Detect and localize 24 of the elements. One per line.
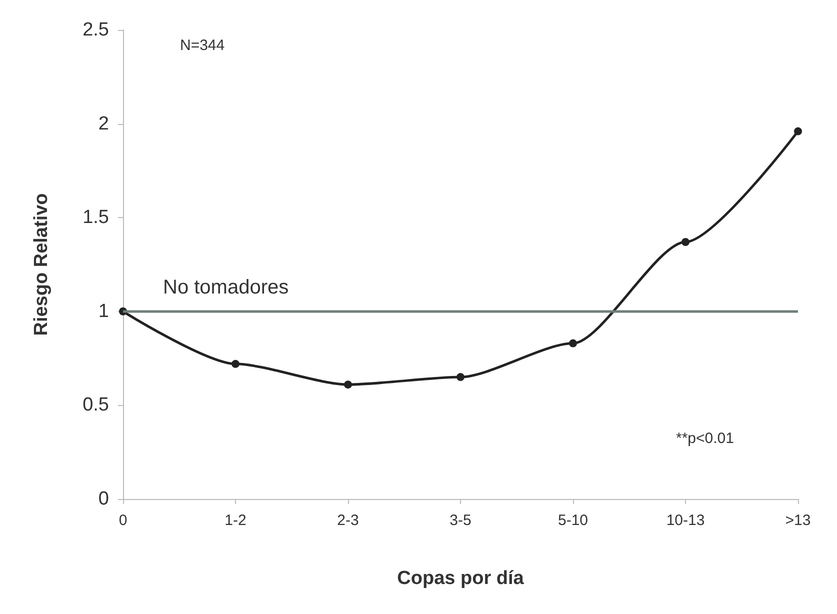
x-tick-label: >13 [785,512,811,529]
x-tick-label: 3-5 [450,512,472,529]
x-axis-title: Copas por día [397,568,524,589]
point [794,127,802,136]
ref-line-label: No tomadores [163,276,289,298]
y-tick-label: 0 [98,488,109,510]
point [456,373,464,382]
y-tick-label: 1 [98,300,109,322]
annotation: N=344 [180,37,225,54]
y-tick-label: 2 [98,113,109,134]
y-tick-label: 1.5 [82,207,109,228]
x-tick-label: 1-2 [224,512,246,529]
annotation: **p<0.01 [676,430,734,447]
x-tick-label: 0 [118,512,128,529]
y-tick-label: 0.5 [82,394,109,416]
point [682,238,690,246]
y-tick-label: 2.5 [82,20,109,40]
x-tick-label: 10-13 [666,512,705,529]
x-tick-label: 2-3 [337,512,359,529]
y-axis-title: Riesgo Relativo [31,193,52,336]
point [232,360,240,368]
point [569,339,577,348]
x-tick-label: 5-10 [558,512,588,529]
point [344,380,352,389]
